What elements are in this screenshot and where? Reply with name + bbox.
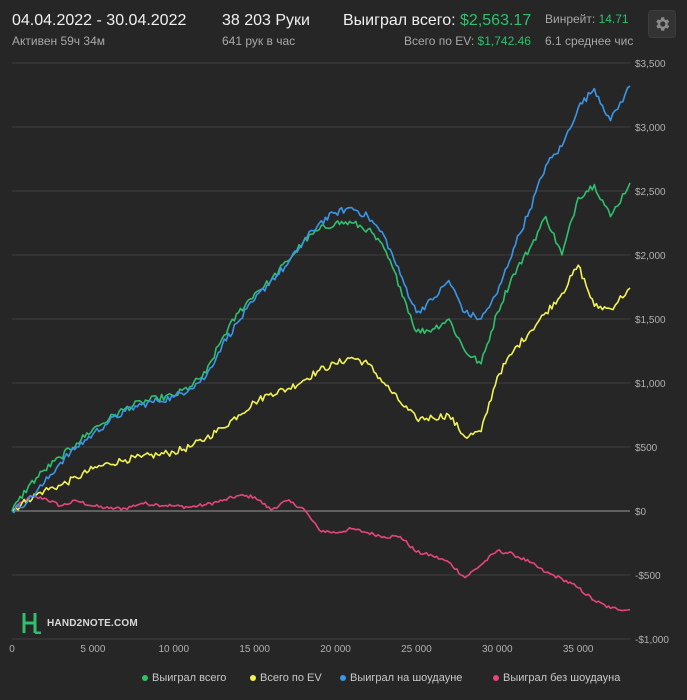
- hands-per-hour: 641 рук в час: [222, 34, 296, 48]
- settings-button[interactable]: [648, 10, 676, 38]
- legend-label-total: Выиграл всего: [152, 672, 227, 684]
- y-tick-label: $2,500: [635, 187, 666, 198]
- x-tick-label: 30 000: [482, 644, 513, 655]
- x-tick-label: 15 000: [239, 644, 270, 655]
- legend-dot-non-showdown: [493, 675, 499, 681]
- legend-label-non-showdown: Выиграл без шоудауна: [503, 672, 621, 684]
- legend-item-total[interactable]: Выиграл всего: [142, 672, 226, 684]
- legend-dot-showdown: [340, 675, 346, 681]
- y-tick-label: $500: [635, 443, 658, 454]
- y-tick-label: $0: [635, 507, 647, 518]
- chart-grid: [12, 62, 630, 640]
- series-line-showdown: [11, 85, 631, 514]
- y-tick-label: $3,000: [635, 123, 666, 134]
- x-tick-label: 20 000: [320, 644, 351, 655]
- legend-item-showdown[interactable]: Выиграл на шоудауне: [340, 672, 462, 684]
- winrate: Винрейт: 14.71: [545, 12, 645, 26]
- gear-icon: [656, 17, 670, 31]
- avg-players: 6.1 среднее чис: [545, 34, 634, 48]
- y-tick-label: $1,000: [635, 379, 666, 390]
- winrate-value: 14.71: [598, 12, 629, 26]
- hands-count: 38 203 Руки: [222, 12, 310, 29]
- legend-dot-total: [142, 675, 148, 681]
- x-axis: 0 5 000 10 000 15 000 20 000 25 000 30 000 35 0…: [9, 644, 594, 655]
- x-tick-label: 10 000: [158, 644, 189, 655]
- winrate-label: Винрейт:: [545, 12, 596, 26]
- series-line-non-showdown: [11, 493, 631, 612]
- legend-label-ev: Всего по EV: [260, 672, 322, 684]
- logo-text: HAND2NOTE.COM: [47, 617, 138, 629]
- date-range: 04.04.2022 - 30.04.2022: [12, 12, 187, 29]
- x-tick-label: 35 000: [563, 644, 594, 655]
- ev-value: $1,742.46: [477, 34, 531, 48]
- total-won-value: $2,563.17: [460, 12, 532, 29]
- y-tick-label: -$500: [635, 571, 661, 582]
- legend-label-showdown: Выиграл на шоудауне: [350, 672, 463, 684]
- y-axis: $3,500 $3,000 $2,500 $2,000 $1,500 $1,000 $500…: [635, 59, 669, 646]
- legend-item-ev[interactable]: Всего по EV: [250, 672, 322, 684]
- legend-item-non-showdown[interactable]: Выиграл без шоудауна: [493, 672, 620, 684]
- active-time: Активен 59ч 34м: [12, 34, 105, 48]
- y-tick-label: $2,000: [635, 251, 666, 262]
- series-line-total: [11, 182, 631, 512]
- ev-label: Всего по EV:: [404, 34, 475, 48]
- total-won-label: Выиграл всего:: [343, 12, 456, 29]
- ev-total: Всего по EV: $1,742.46: [404, 34, 531, 48]
- y-tick-label: $3,500: [635, 59, 666, 70]
- h2n-logo-icon: [22, 613, 41, 634]
- y-tick-label: -$1,000: [635, 635, 669, 646]
- x-tick-label: 5 000: [80, 644, 105, 655]
- total-won: Выиграл всего: $2,563.17: [343, 12, 531, 30]
- series-line-ev: [11, 264, 631, 512]
- chart-lines: [11, 85, 631, 612]
- hand2note-logo: HAND2NOTE.COM: [22, 612, 138, 634]
- x-tick-label: 25 000: [401, 644, 432, 655]
- legend-dot-ev: [250, 675, 256, 681]
- x-tick-label: 0: [9, 644, 15, 655]
- y-tick-label: $1,500: [635, 315, 666, 326]
